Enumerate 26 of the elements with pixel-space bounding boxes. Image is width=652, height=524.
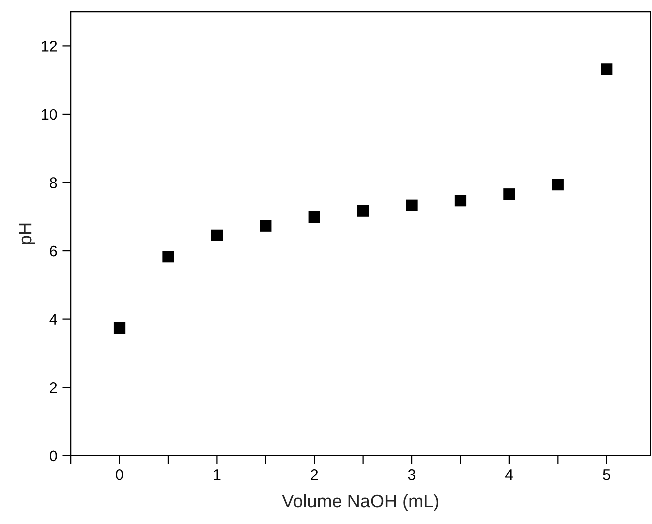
x-tick-label: 3 — [408, 469, 416, 480]
point — [211, 230, 224, 242]
x-tick-label: 2 — [311, 469, 318, 480]
point — [504, 188, 516, 200]
point — [406, 200, 418, 212]
point — [260, 220, 272, 232]
point — [114, 322, 126, 334]
y-tick-label: 4 — [50, 314, 58, 325]
y-tick-label: 2 — [50, 382, 58, 394]
y-tick-label: 8 — [50, 178, 58, 188]
y-tick-label: 0 — [50, 450, 58, 462]
point — [552, 178, 564, 191]
point — [358, 205, 370, 217]
x-tick-label: 5 — [603, 470, 610, 480]
x-tick-label: 4 — [506, 470, 514, 480]
y-axis-title: pH — [19, 224, 36, 244]
y-tick-label: 12 — [42, 41, 58, 52]
x-axis-title: Volume NaOH (mL) — [282, 494, 439, 512]
point — [162, 251, 174, 263]
y-tick-label: 6 — [50, 246, 58, 257]
x-tick-label: 0 — [116, 469, 124, 480]
point — [308, 211, 320, 224]
x-tick-label: 1 — [214, 470, 221, 480]
point — [601, 64, 613, 76]
y-tick-label: 10 — [42, 109, 58, 120]
point — [454, 195, 467, 207]
